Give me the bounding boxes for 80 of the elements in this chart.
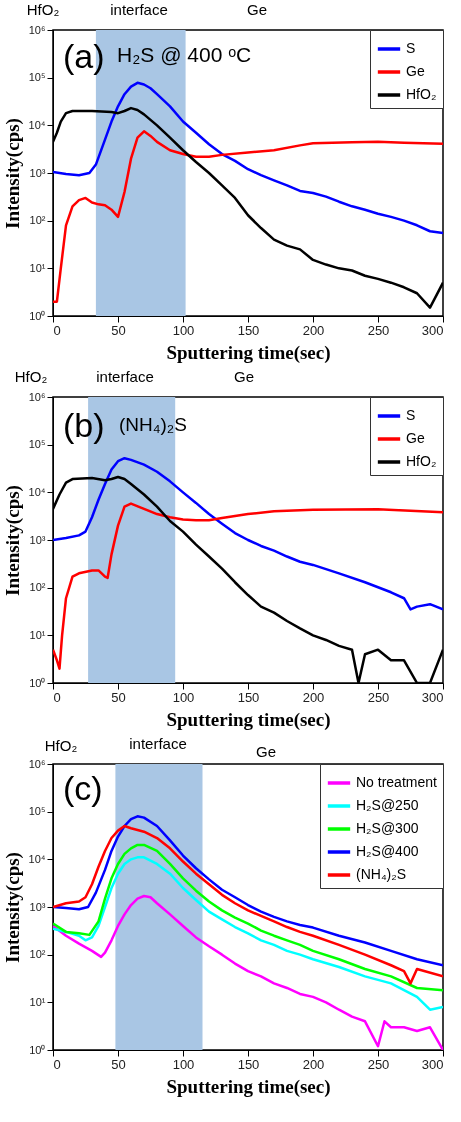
legend-label: (NH₄)₂S [356, 866, 407, 882]
y-tick-label: 10⁰ [29, 309, 46, 322]
x-tick-label: 50 [111, 1056, 126, 1072]
legend-label: H₂S@300 [356, 820, 419, 836]
y-tick-label: 10¹ [29, 261, 46, 274]
x-tick-label: 100 [172, 689, 195, 705]
line-series [53, 815, 443, 967]
x-tick-label: 300 [421, 1056, 444, 1072]
x-tick-label: 50 [111, 689, 126, 705]
x-tick-label: 50 [111, 322, 126, 338]
annotation: (a) [63, 37, 105, 75]
x-tick-label: 300 [421, 322, 444, 338]
x-tick-label: 250 [367, 1056, 390, 1072]
text: HfO₂ [44, 737, 78, 754]
x-axis-title: Sputtering time(sec) [166, 708, 331, 731]
legend-label: HfO₂ [406, 86, 437, 102]
x-tick-label: 200 [302, 1056, 325, 1072]
x-tick-label: 200 [302, 322, 325, 338]
y-tick-label: 10⁶ [28, 23, 46, 36]
annotation: (b) [63, 406, 105, 444]
y-tick-label: 10¹ [29, 995, 46, 1008]
x-tick-label: 150 [237, 322, 260, 338]
text: Ge [233, 368, 255, 385]
y-tick-label: 10¹ [29, 628, 46, 641]
text: Ge [255, 743, 277, 760]
text: interface [96, 368, 154, 385]
text: Ge [246, 1, 268, 18]
legend-label: H₂S@400 [356, 843, 419, 859]
line-series [53, 502, 443, 670]
y-tick-label: 10⁴ [28, 852, 46, 865]
annotation: (NH₄)₂S [119, 414, 187, 435]
y-tick-label: 10² [29, 948, 46, 961]
x-tick-label: 200 [302, 689, 325, 705]
legend-label: Ge [406, 430, 425, 446]
x-tick-label: 150 [237, 689, 260, 705]
y-tick-label: 10⁵ [28, 438, 46, 451]
legend-label: S [406, 407, 416, 423]
y-tick-label: 10⁶ [28, 757, 46, 770]
legend-label: H₂S@250 [356, 797, 419, 813]
legend-label: No treatment [356, 774, 438, 790]
x-tick-label: 100 [172, 322, 195, 338]
y-tick-label: 10⁶ [28, 390, 46, 403]
line-series [53, 856, 443, 1011]
x-tick-label: 0 [53, 1056, 61, 1072]
line-series [53, 824, 443, 985]
annotation: H₂S @ 400 ᵒC [117, 43, 252, 66]
y-tick-label: 10² [29, 581, 46, 594]
x-tick-label: 100 [172, 1056, 195, 1072]
x-tick-label: 0 [53, 689, 61, 705]
x-tick-label: 150 [237, 1056, 260, 1072]
line-series [53, 456, 443, 611]
line-series [53, 843, 443, 992]
y-tick-label: 10³ [29, 900, 46, 913]
legend-label: Ge [406, 63, 425, 79]
y-axis-title: Intensity(cps) [1, 852, 24, 963]
y-axis-title: Intensity(cps) [1, 485, 24, 596]
x-axis-title: Sputtering time(sec) [166, 341, 331, 364]
y-tick-label: 10⁵ [28, 805, 46, 818]
x-tick-label: 300 [421, 689, 444, 705]
y-tick-label: 10⁰ [29, 676, 46, 689]
x-tick-label: 250 [367, 322, 390, 338]
line-series [53, 81, 443, 235]
y-tick-label: 10³ [29, 166, 46, 179]
y-tick-label: 10³ [29, 533, 46, 546]
text: interface [129, 735, 187, 752]
text: HfO₂ [26, 1, 60, 18]
y-tick-label: 10⁴ [28, 485, 46, 498]
text: HfO₂ [14, 368, 48, 385]
y-tick-label: 10⁵ [28, 71, 46, 84]
y-tick-label: 10⁴ [28, 118, 46, 131]
y-axis-title: Intensity(cps) [1, 118, 24, 229]
y-tick-label: 10² [29, 214, 46, 227]
legend-label: S [406, 40, 416, 56]
legend-label: HfO₂ [406, 453, 437, 469]
y-tick-label: 10⁰ [29, 1043, 46, 1056]
annotation: (c) [63, 769, 103, 807]
x-axis-title: Sputtering time(sec) [166, 1075, 331, 1098]
text: interface [110, 1, 168, 18]
x-tick-label: 0 [53, 322, 61, 338]
x-tick-label: 250 [367, 689, 390, 705]
